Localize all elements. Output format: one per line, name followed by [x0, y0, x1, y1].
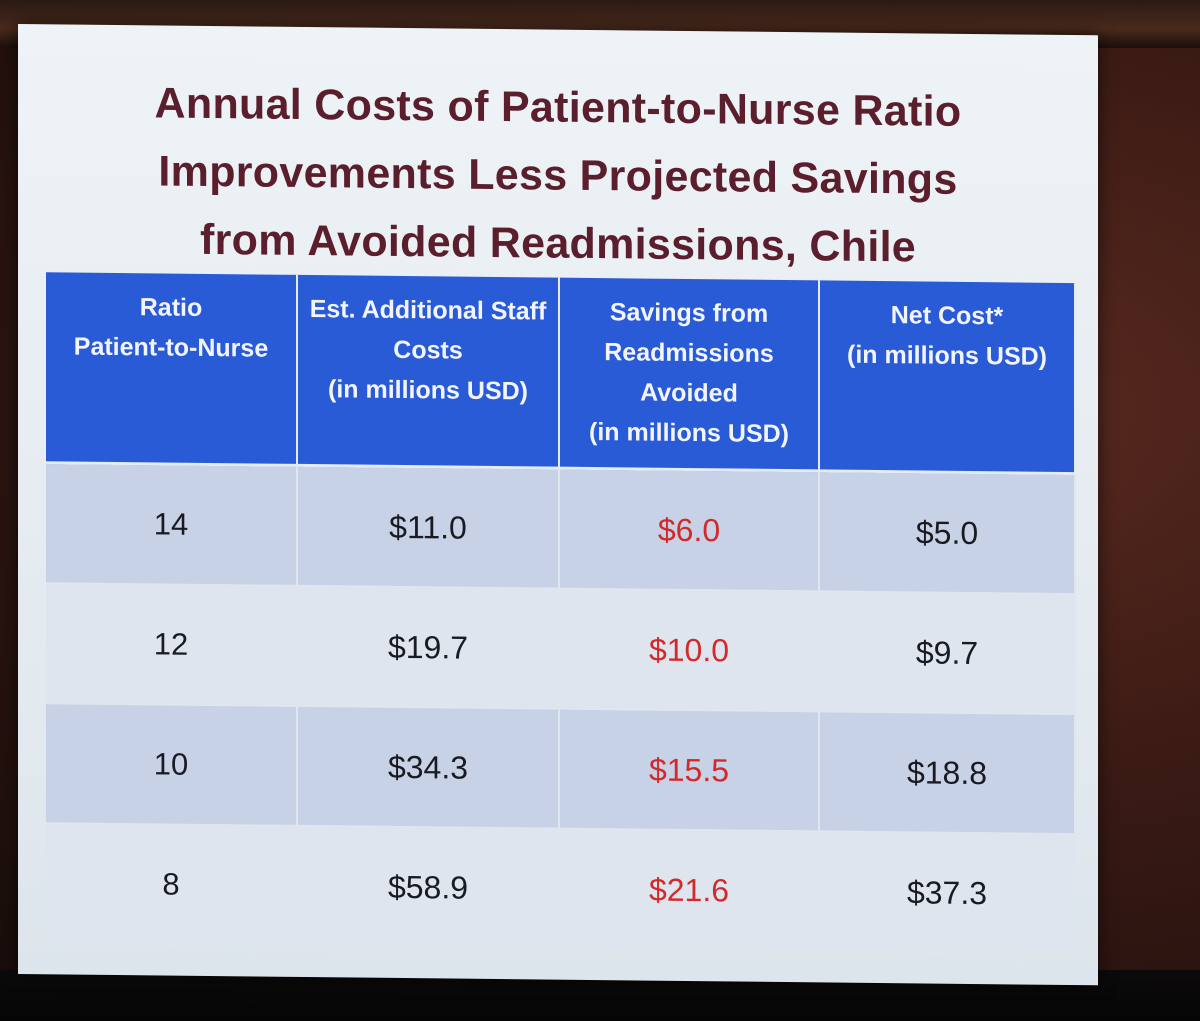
cell-staff-costs: $58.9 — [298, 826, 560, 950]
slide-title-line: Improvements Less Projected Savings — [158, 147, 958, 204]
cell-net-cost: $37.3 — [820, 832, 1076, 956]
header-savings: Savings from Readmissions Avoided (in mi… — [560, 277, 820, 473]
slide-title-line: Annual Costs of Patient-to-Nurse Ratio — [154, 79, 962, 136]
slide-title-line: from Avoided Readmissions, Chile — [199, 215, 917, 272]
projection-screen: Annual Costs of Patient-to-Nurse Ratio I… — [18, 24, 1098, 986]
cell-savings: $10.0 — [560, 589, 820, 713]
header-text: (in millions USD) — [589, 417, 789, 449]
cost-table: Ratio Patient-to-Nurse Est. Additional S… — [46, 272, 1076, 956]
cell-ratio: 14 — [46, 464, 298, 587]
header-ratio: Ratio Patient-to-Nurse — [46, 272, 298, 467]
header-net-cost: Net Cost* (in millions USD) — [820, 280, 1076, 476]
cell-savings: $6.0 — [560, 469, 820, 593]
header-text: Avoided — [640, 378, 738, 408]
header-text: Net Cost* — [890, 301, 1004, 331]
header-text: Readmissions — [604, 338, 774, 368]
cell-savings: $21.6 — [560, 829, 820, 953]
cell-net-cost: $18.8 — [820, 712, 1076, 836]
header-text: (in millions USD) — [847, 340, 1047, 371]
header-text: Patient-to-Nurse — [73, 332, 269, 363]
header-text: Est. Additional Staff — [309, 295, 547, 326]
cell-ratio: 12 — [46, 584, 298, 707]
slide-title: Annual Costs of Patient-to-Nurse Ratio I… — [78, 69, 1038, 283]
header-text: Ratio — [139, 293, 203, 322]
cell-savings: $15.5 — [560, 709, 820, 833]
cell-staff-costs: $11.0 — [298, 466, 560, 590]
cell-ratio: 8 — [46, 824, 298, 947]
header-text: Savings from — [609, 298, 769, 328]
cell-ratio: 10 — [46, 704, 298, 827]
header-staff-costs: Est. Additional Staff Costs (in millions… — [298, 274, 560, 470]
header-text: (in millions USD) — [328, 375, 528, 406]
cell-net-cost: $9.7 — [820, 592, 1076, 716]
header-text: Costs — [393, 335, 463, 365]
cell-net-cost: $5.0 — [820, 472, 1076, 596]
cell-staff-costs: $19.7 — [298, 586, 560, 710]
cell-staff-costs: $34.3 — [298, 706, 560, 830]
